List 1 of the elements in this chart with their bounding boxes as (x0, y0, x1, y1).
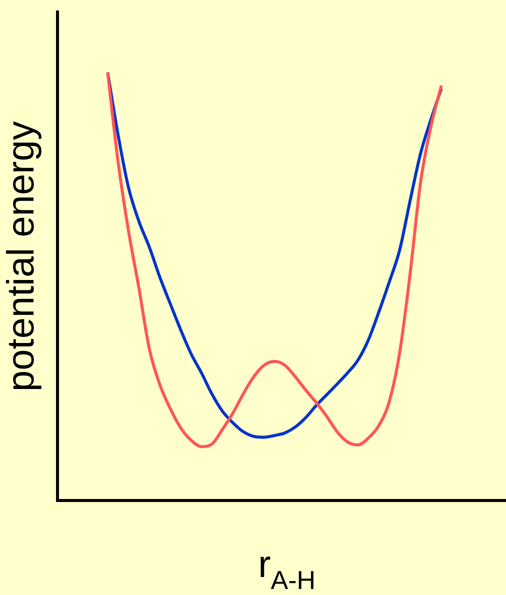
y-axis-title: potential energy (0, 121, 42, 392)
